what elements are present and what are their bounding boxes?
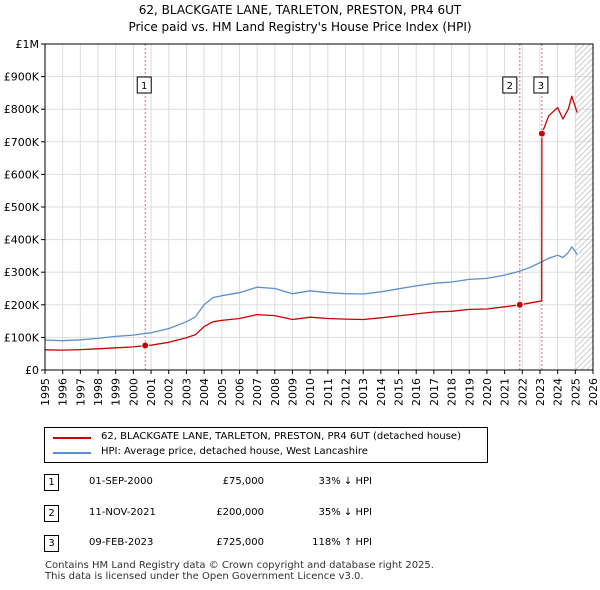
x-tick-label: 2021: [499, 378, 512, 406]
x-tick-label: 2007: [251, 378, 264, 406]
sale-point: [515, 300, 524, 309]
sale-label-box: [136, 76, 152, 94]
future-region: [575, 44, 593, 370]
x-tick-label: 2008: [269, 378, 282, 406]
legend-label-hpi: HPI: Average price, detached house, West…: [101, 446, 368, 457]
sale-hpi: 118% ↑ HPI: [312, 537, 372, 548]
y-tick-label: £300K: [4, 266, 40, 279]
y-tick-label: £600K: [4, 168, 40, 181]
chart-title: 62, BLACKGATE LANE, TARLETON, PRESTON, P…: [138, 3, 462, 17]
sale-label-box: [502, 76, 518, 94]
x-tick-label: 1995: [39, 378, 52, 406]
price-chart: 1 2 3 1995 1996 1997 1998 1999 2000 2001 2002 2003…: [4, 38, 600, 406]
sale-number: 1: [44, 474, 59, 491]
sale-labels: 1 2 3: [136, 76, 549, 94]
sale-date: 01-SEP-2000: [89, 476, 153, 487]
x-tick-label: 2003: [180, 378, 193, 406]
x-tick-label: 2002: [163, 378, 176, 406]
x-tick-label: 2004: [198, 378, 211, 406]
sale-price: £200,000: [216, 507, 264, 518]
sale-number: 3: [44, 535, 59, 552]
x-tick-label: 1999: [110, 378, 123, 406]
plot-border: [44, 43, 594, 371]
x-tick-label: 1997: [74, 378, 87, 406]
y-tick-label: £400K: [4, 234, 40, 247]
sale-label: 1: [141, 81, 147, 92]
sale-number: 2: [44, 505, 59, 522]
x-tick-label: 2005: [216, 378, 229, 406]
sale-point: [141, 341, 150, 350]
x-tick-label: 1996: [57, 378, 70, 406]
legend-swatch-hpi: [53, 452, 91, 454]
sale-point: [537, 129, 546, 138]
legend: 62, BLACKGATE LANE, TARLETON, PRESTON, P…: [44, 427, 488, 463]
x-tick-label: 2024: [552, 378, 565, 406]
x-tick-label: 2009: [286, 378, 299, 406]
y-tick-label: £500K: [4, 201, 40, 214]
future-shade: [575, 44, 593, 370]
x-tick-label: 2012: [340, 378, 353, 406]
legend-swatch-property: [53, 437, 91, 439]
x-tick-label: 2019: [463, 378, 476, 406]
x-tick-label: 2006: [233, 378, 246, 406]
x-tick-label: 2025: [569, 378, 582, 406]
x-tick-label: 2020: [481, 378, 494, 406]
y-tick-label: £900K: [4, 71, 40, 84]
chart-subtitle: Price paid vs. HM Land Registry's House …: [128, 20, 472, 34]
y-tick-label: £200K: [4, 299, 40, 312]
y-tick-label: £100K: [4, 331, 40, 344]
y-tick-label: £800K: [4, 103, 40, 116]
legend-label-property: 62, BLACKGATE LANE, TARLETON, PRESTON, P…: [101, 431, 461, 442]
x-tick-label: 1998: [92, 378, 105, 406]
x-tick-label: 2010: [304, 378, 317, 406]
axes: 1995 1996 1997 1998 1999 2000 2001 2002 2003 2004…: [4, 38, 600, 406]
sale-label: 3: [538, 81, 544, 92]
x-tick-label: 2013: [357, 378, 370, 406]
footer-licence: This data is licensed under the Open Gov…: [45, 571, 364, 582]
sale-price: £725,000: [216, 537, 264, 548]
x-tick-label: 2015: [393, 378, 406, 406]
x-tick-label: 2000: [127, 378, 140, 406]
sale-label-box: [533, 76, 549, 94]
x-tick-label: 2022: [516, 378, 529, 406]
hpi-line: [44, 246, 578, 342]
x-tick-label: 2018: [446, 378, 459, 406]
sale-date: 09-FEB-2023: [89, 537, 154, 548]
y-tick-label: £0: [25, 364, 39, 377]
x-tick-label: 2023: [534, 378, 547, 406]
sale-hpi: 35% ↓ HPI: [318, 507, 372, 518]
x-tick-label: 2001: [145, 378, 158, 406]
x-tick-label: 2017: [428, 378, 441, 406]
y-tick-label: £1M: [16, 38, 40, 51]
sale-date: 11-NOV-2021: [89, 507, 156, 518]
x-tick-label: 2026: [587, 378, 600, 406]
sale-label: 2: [507, 81, 513, 92]
sale-price: £75,000: [222, 476, 264, 487]
sale-points: [141, 129, 546, 350]
x-tick-label: 2011: [322, 378, 335, 406]
grid: [44, 43, 594, 371]
sale-hpi: 33% ↓ HPI: [318, 476, 372, 487]
x-tick-label: 2014: [375, 378, 388, 406]
footer-copyright: Contains HM Land Registry data © Crown c…: [45, 560, 434, 571]
y-tick-label: £700K: [4, 136, 40, 149]
x-tick-label: 2016: [410, 378, 423, 406]
